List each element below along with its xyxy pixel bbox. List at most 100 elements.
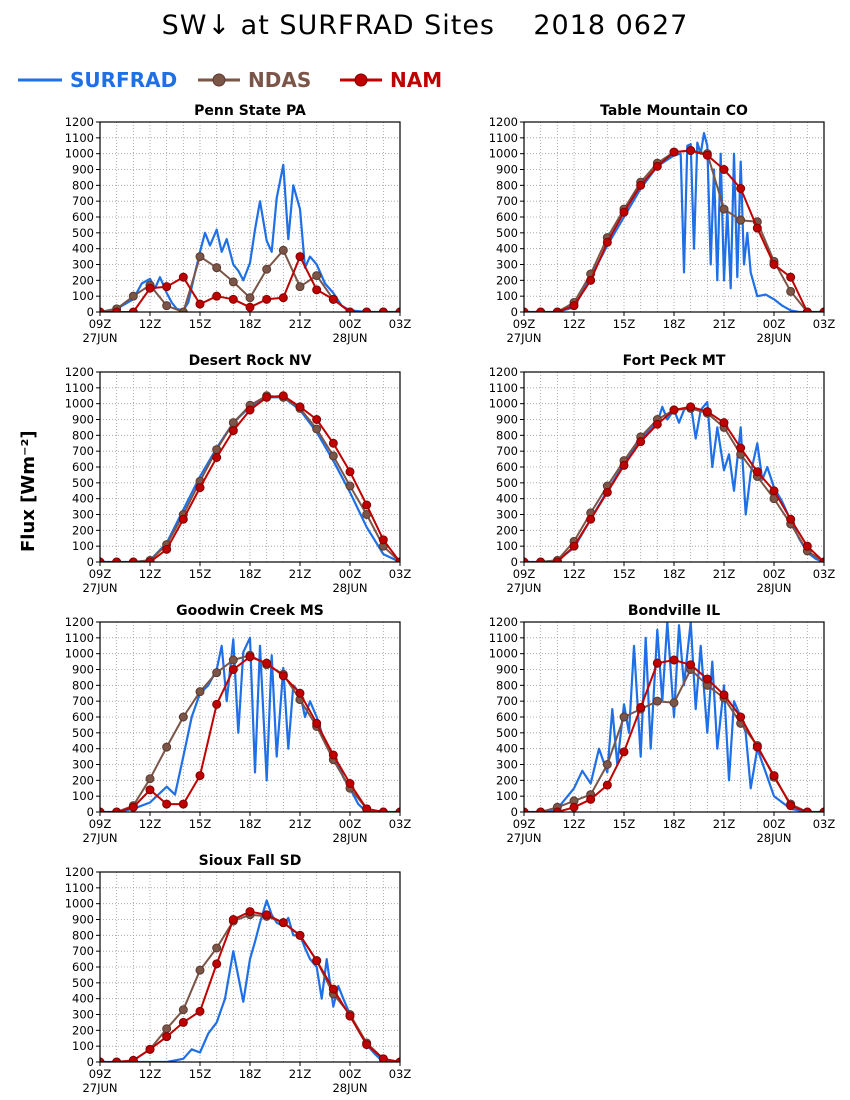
marker-nam — [328, 438, 338, 448]
marker-nam — [752, 467, 762, 477]
marker-nam — [128, 802, 138, 812]
y-tick-label: 600 — [72, 710, 94, 724]
marker-nam — [145, 283, 155, 293]
y-tick-label: 1100 — [65, 131, 94, 145]
y-tick-label: 400 — [496, 492, 518, 506]
y-tick-label: 1000 — [489, 147, 518, 161]
marker-nam — [228, 294, 238, 304]
marker-nam — [278, 293, 288, 303]
marker-nam — [652, 161, 662, 171]
x-date-label: 28JUN — [756, 581, 791, 595]
y-tick-label: 700 — [496, 444, 518, 458]
x-tick-label: 15Z — [189, 817, 212, 831]
marker-nam — [112, 1057, 122, 1062]
x-tick-label: 18Z — [239, 817, 262, 831]
x-date-label: 28JUN — [332, 1081, 367, 1095]
x-tick-label: 09Z — [513, 317, 536, 331]
x-date-label: 28JUN — [332, 581, 367, 595]
y-tick-label: 600 — [496, 210, 518, 224]
x-date-label: 27JUN — [82, 831, 117, 845]
y-tick-label: 500 — [72, 726, 94, 740]
y-tick-label: 900 — [72, 413, 94, 427]
x-tick-label: 12Z — [563, 317, 586, 331]
y-tick-label: 200 — [496, 273, 518, 287]
x-tick-label: 18Z — [239, 1067, 262, 1081]
y-tick-label: 900 — [72, 913, 94, 927]
y-tick-label: 600 — [496, 710, 518, 724]
x-tick-label: 00Z — [763, 817, 786, 831]
marker-nam — [636, 703, 646, 712]
y-tick-label: 100 — [72, 289, 94, 303]
x-tick-label: 00Z — [339, 317, 362, 331]
marker-nam — [145, 557, 155, 562]
marker-nam — [312, 718, 322, 728]
plot-area — [524, 401, 824, 562]
y-tick-label: 500 — [496, 226, 518, 240]
panel-title: Penn State PA — [194, 103, 306, 119]
marker-nam — [195, 771, 205, 781]
marker-nam — [128, 557, 138, 562]
y-tick-label: 900 — [496, 413, 518, 427]
marker-nam — [719, 165, 729, 174]
marker-nam — [245, 405, 255, 415]
x-date-label: 27JUN — [506, 331, 541, 345]
y-tick-label: 1100 — [489, 131, 518, 145]
x-tick-label: 18Z — [239, 317, 262, 331]
marker-nam — [245, 652, 255, 662]
chart-panel-7: Sioux Fall SD010020030040050060070080090… — [65, 853, 412, 1095]
gridlines — [100, 122, 400, 312]
y-tick-label: 1200 — [489, 115, 518, 129]
marker-nam — [262, 392, 272, 402]
plot-frame — [523, 121, 825, 313]
marker-ndas — [228, 418, 238, 428]
x-tick-label: 09Z — [89, 1067, 112, 1081]
marker-nam — [569, 802, 579, 812]
marker-nam — [686, 146, 696, 155]
marker-nam — [262, 294, 272, 304]
y-tick-label: 200 — [72, 1023, 94, 1037]
x-tick-label: 03Z — [389, 567, 412, 581]
chart-panel-6: Bondville IL0100200300400500600700800900… — [489, 603, 836, 845]
x-tick-label: 03Z — [389, 1067, 412, 1081]
marker-nam — [312, 415, 322, 424]
x-tick-label: 09Z — [89, 317, 112, 331]
y-tick-label: 300 — [496, 758, 518, 772]
marker-nam — [128, 1055, 138, 1062]
marker-nam — [652, 658, 662, 668]
y-tick-label: 1000 — [489, 397, 518, 411]
marker-nam — [686, 660, 696, 670]
marker-nam — [736, 443, 746, 453]
legend-label-nam: NAM — [390, 68, 443, 92]
y-tick-label: 600 — [72, 460, 94, 474]
marker-nam — [112, 557, 122, 562]
marker-nam — [100, 557, 105, 562]
marker-nam — [752, 742, 762, 752]
chart-panel-3: Desert Rock NV01002003004005006007008009… — [65, 353, 412, 595]
y-tick-label: 400 — [72, 242, 94, 256]
plot-frame — [99, 871, 401, 1063]
marker-ndas — [178, 307, 188, 312]
y-tick-label: 700 — [72, 694, 94, 708]
y-tick-label: 0 — [87, 805, 94, 819]
y-tick-label: 700 — [72, 444, 94, 458]
x-tick-label: 12Z — [563, 817, 586, 831]
y-tick-label: 200 — [496, 523, 518, 537]
marker-nam — [278, 391, 288, 401]
gridlines — [524, 372, 824, 562]
legend-swatch-surfrad — [18, 78, 62, 82]
x-tick-label: 00Z — [763, 567, 786, 581]
marker-nam — [178, 1017, 188, 1027]
marker-ndas — [262, 264, 272, 274]
marker-nam — [345, 779, 355, 788]
marker-nam — [536, 557, 546, 562]
marker-ndas — [162, 1024, 172, 1034]
y-tick-label: 0 — [87, 555, 94, 569]
marker-nam — [686, 402, 696, 412]
x-tick-label: 09Z — [89, 567, 112, 581]
legend-item-ndas: NDAS — [196, 66, 336, 94]
marker-nam — [719, 418, 729, 428]
x-tick-label: 12Z — [139, 317, 162, 331]
legend-item-nam: NAM — [338, 66, 458, 94]
marker-ndas — [345, 481, 355, 491]
x-tick-label: 15Z — [613, 317, 636, 331]
